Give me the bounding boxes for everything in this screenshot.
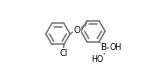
Text: Cl: Cl	[59, 49, 67, 58]
Text: OH: OH	[109, 43, 121, 52]
Text: HO: HO	[91, 55, 103, 64]
Text: O: O	[74, 26, 81, 35]
Text: B: B	[100, 43, 106, 52]
